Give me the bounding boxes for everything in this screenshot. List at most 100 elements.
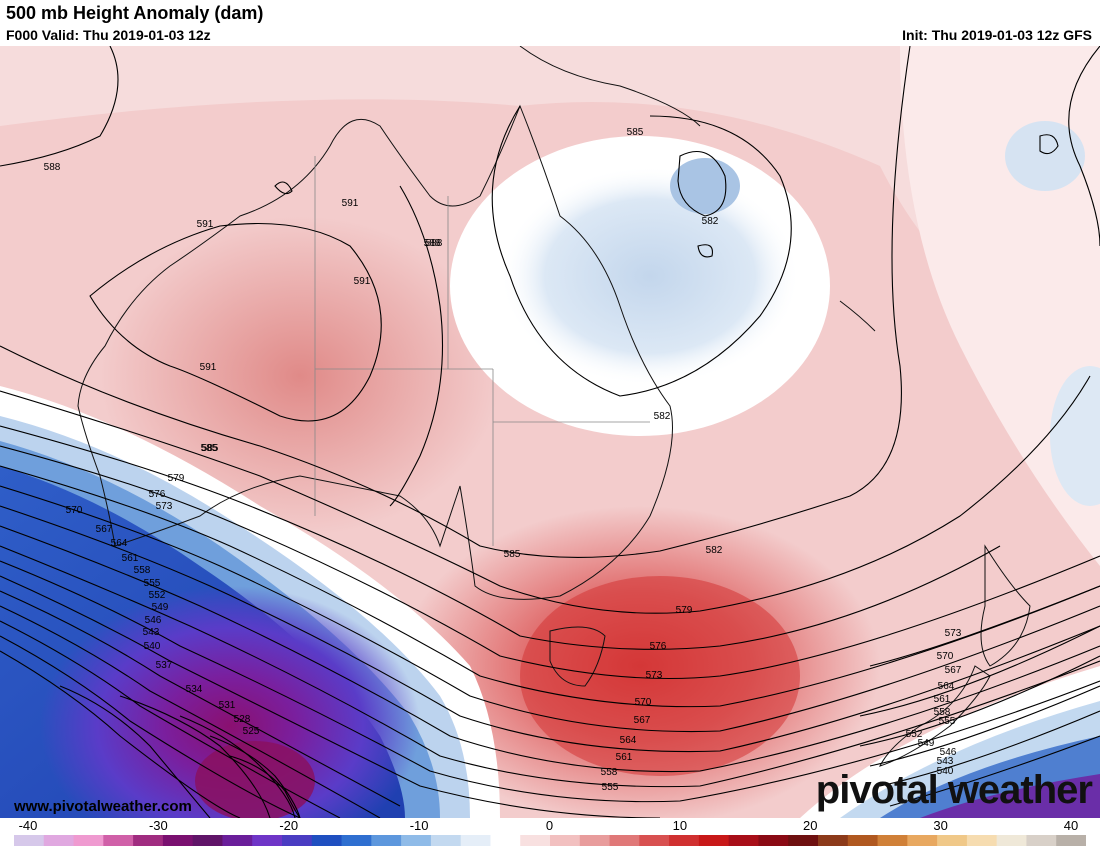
- map-title: 500 mb Height Anomaly (dam): [6, 3, 264, 23]
- contour-570: [0, 485, 1100, 733]
- new-guinea-coastline: [519, 46, 701, 127]
- contour-label: 591: [342, 198, 359, 209]
- southeast-band-purple: [920, 774, 1100, 818]
- trough-core-purple: [40, 586, 420, 818]
- contour-label: 588: [424, 238, 441, 249]
- anomaly-shade-low: [500, 166, 800, 386]
- contour-label: 585: [504, 549, 521, 560]
- contour-582: [0, 375, 1091, 614]
- contour-label: 585: [201, 443, 218, 454]
- colorbar-swatch: [520, 835, 551, 846]
- contour-label: 546: [940, 747, 957, 758]
- colorbar-swatch: [133, 835, 164, 846]
- header: 500 mb Height Anomaly (dam) F000 Valid: …: [0, 0, 1100, 46]
- contour-label: 558: [134, 565, 151, 576]
- contour-label: 573: [945, 628, 962, 639]
- contour-label-group: 5885915915885915915855855825825795765735…: [44, 127, 962, 793]
- contour-label: 564: [620, 735, 637, 746]
- contour-582-low-small: [697, 244, 713, 258]
- contour-579: [0, 425, 1001, 650]
- colorbar-swatch: [430, 835, 462, 846]
- contour-nz-6: [889, 735, 1100, 807]
- contour-549: [0, 605, 381, 818]
- contour-label: 564: [111, 538, 128, 549]
- new-caledonia-coastline: [839, 300, 876, 332]
- colorbar-swatch: [1056, 835, 1086, 846]
- colorbar-swatch: [579, 835, 611, 846]
- colorbar-swatch: [996, 835, 1027, 846]
- contour-588-north: [0, 46, 119, 167]
- colorbar-swatch: [222, 835, 253, 846]
- colorbar-swatch: [371, 835, 402, 846]
- colorbar-swatch: [490, 835, 521, 846]
- contour-label: 582: [706, 545, 723, 556]
- contour-label: 567: [96, 524, 113, 535]
- contour-label: 573: [156, 501, 173, 512]
- contour-label: 591: [200, 362, 217, 373]
- anomaly-shade-low-core: [670, 158, 740, 214]
- colorbar-swatch: [1026, 835, 1057, 846]
- contour-label: 588: [44, 162, 61, 173]
- contour-label: 543: [937, 756, 954, 767]
- contour-label: 588: [426, 238, 443, 249]
- colorbar-swatch: [282, 835, 313, 846]
- contour-nz-3: [859, 655, 1100, 747]
- contour-558: [0, 560, 1100, 803]
- colorbar-tick-label: -10: [409, 818, 429, 833]
- contour-585-east: [1068, 46, 1100, 247]
- colorbar-swatch: [669, 835, 700, 846]
- colorbar-tick-label: -40: [18, 818, 38, 833]
- contour-label: 570: [635, 697, 652, 708]
- colorbar-tick-label: 10: [672, 818, 688, 833]
- contour-label: 558: [934, 707, 951, 718]
- contour-552: [0, 590, 401, 807]
- contour-label: 561: [616, 752, 633, 763]
- colorbar-swatch: [43, 835, 75, 846]
- contour-label: 549: [152, 602, 169, 613]
- anomaly-shade-southeast-inner: [520, 576, 800, 776]
- contour-label: 579: [676, 605, 693, 616]
- colorbar-swatch: [609, 835, 640, 846]
- colorbar-swatch: [341, 835, 372, 846]
- contour-label: 552: [149, 590, 166, 601]
- colorbar-swatch: [252, 835, 283, 846]
- contour-546: [0, 620, 341, 818]
- contour-537: [59, 685, 211, 818]
- colorbar-tick-label: 20: [803, 818, 818, 833]
- colorbar-swatch: [192, 835, 223, 846]
- colorbar-swatch: [639, 835, 670, 846]
- contour-label: 531: [219, 700, 236, 711]
- contour-555: [0, 575, 661, 818]
- contour-label: 582: [702, 216, 719, 227]
- website-label: www.pivotalweather.com: [14, 798, 192, 815]
- tasmania-coastline: [549, 626, 606, 687]
- colorbar-swatch: [847, 835, 879, 846]
- colorbar-swatch: [788, 835, 819, 846]
- contour-label: 567: [634, 715, 651, 726]
- contour-label: 576: [149, 489, 166, 500]
- contour-591-west: [89, 222, 382, 422]
- contour-label: 585: [627, 127, 644, 138]
- contour-label: 540: [144, 641, 161, 652]
- colorbar-swatch: [937, 835, 968, 846]
- colorbar-swatch: [877, 835, 908, 846]
- anomaly-shade-northeast-low: [1005, 121, 1085, 191]
- contour-567: [0, 505, 1100, 753]
- contour-label: 561: [934, 694, 951, 705]
- contour-582-northeast: [1039, 134, 1059, 155]
- contour-label: 561: [122, 553, 139, 564]
- pivotal-weather-logo: pivotal weather: [815, 768, 1093, 812]
- contour-label: 528: [234, 714, 251, 725]
- contour-label: 585: [202, 443, 219, 454]
- contour-582-low: [677, 151, 727, 217]
- contour-nz-5: [879, 710, 1100, 787]
- contour-576: [0, 445, 1100, 680]
- contour-588-cell: [274, 181, 293, 195]
- contour-531: [179, 715, 296, 818]
- contour-nz-2: [859, 625, 1100, 717]
- colorbar-tick-label: -30: [148, 818, 168, 833]
- colorbar-swatch: [401, 835, 432, 846]
- colorbar-swatch: [73, 835, 104, 846]
- contour-label: 534: [186, 684, 203, 695]
- contour-525: [229, 755, 301, 818]
